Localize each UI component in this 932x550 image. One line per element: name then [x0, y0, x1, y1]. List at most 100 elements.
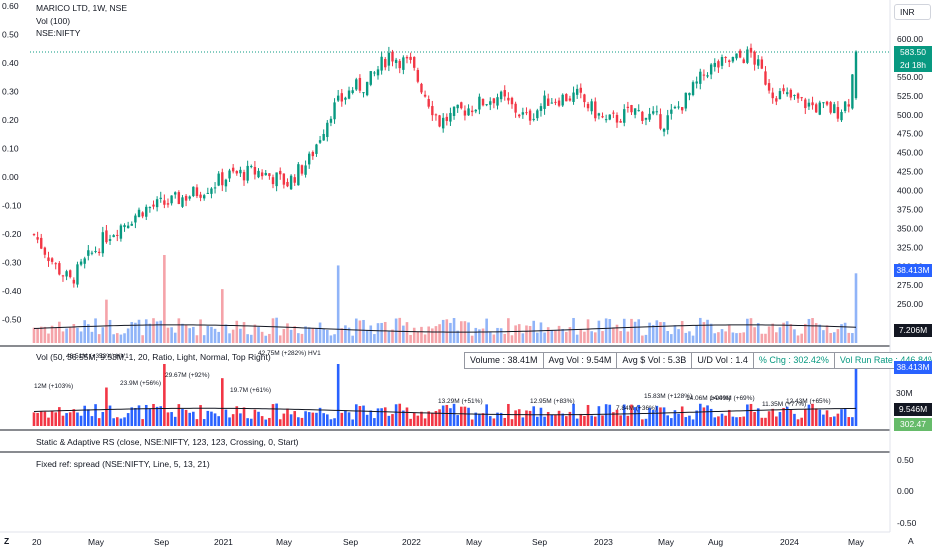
- volume-bar: [796, 335, 800, 343]
- volume-bar: [829, 332, 832, 343]
- candle-body: [840, 112, 843, 121]
- time-axis-label: 2021: [214, 537, 233, 547]
- candle-body: [329, 118, 333, 123]
- volume-pane-bar: [199, 405, 202, 426]
- volume-bar: [507, 318, 510, 343]
- volume-bar: [220, 289, 224, 343]
- volume-bar: [666, 331, 670, 343]
- volume-pane-bar: [796, 419, 800, 426]
- candle-body: [126, 225, 130, 229]
- candle-body: [854, 51, 858, 99]
- volume-bar: [604, 318, 608, 343]
- candle-body: [485, 104, 488, 106]
- volume-bar: [615, 324, 619, 343]
- candle-body: [304, 165, 307, 175]
- volume-pane-bar: [126, 413, 130, 426]
- volume-bar: [630, 318, 633, 343]
- candle-body: [731, 56, 735, 62]
- candle-body: [108, 239, 112, 241]
- candle-body: [177, 192, 181, 205]
- volume-pane-bar: [633, 407, 637, 426]
- candlesticks[interactable]: [32, 43, 858, 288]
- candle-body: [470, 110, 474, 113]
- volume-pane-bar: [43, 411, 47, 426]
- volume-bar: [807, 318, 811, 343]
- timezone-icon[interactable]: Z: [4, 536, 10, 546]
- volume-pane-bar: [293, 411, 297, 426]
- volume-bar: [684, 332, 688, 343]
- volume-pane-bar: [452, 403, 456, 426]
- volume-bar: [626, 331, 630, 343]
- volume-pane-bar: [253, 409, 257, 426]
- symbol-title[interactable]: MARICO LTD, 1W, NSE: [36, 3, 127, 13]
- volume-bar: [268, 333, 271, 343]
- compare-legend[interactable]: NSE:NIFTY: [36, 28, 81, 38]
- candle-body: [648, 113, 651, 120]
- volume-bar: [742, 332, 746, 343]
- volume-pane-bar: [583, 415, 586, 426]
- volume-pane-bar: [311, 412, 315, 426]
- volume-pane-bar: [72, 409, 76, 426]
- volume-bar: [597, 320, 601, 343]
- right-axis-tick: 525.00: [897, 91, 923, 101]
- vol-legend[interactable]: Vol (100): [36, 16, 71, 26]
- candle-body: [152, 204, 155, 207]
- volume-pane-bar: [141, 419, 144, 426]
- candle-body: [633, 108, 637, 115]
- volume-pane-bar: [409, 418, 412, 426]
- candle-body: [250, 166, 253, 168]
- candle-body: [166, 203, 170, 205]
- vol-pane-legend[interactable]: Vol (50, 36.55M, 9.53M, 1, 20, Ratio, Li…: [36, 352, 271, 362]
- candle-body: [785, 92, 789, 95]
- volume-bar: [130, 322, 134, 343]
- volume-bar: [318, 322, 322, 343]
- volume-pane-bar: [144, 404, 148, 426]
- volume-pane-bar: [539, 407, 543, 426]
- candle-body: [499, 91, 503, 100]
- time-axis-label: Sep: [343, 537, 358, 547]
- candle-body: [503, 90, 506, 97]
- volume-badge: 38.413M: [894, 264, 932, 277]
- volume-pane-bar: [488, 416, 492, 426]
- candle-body: [518, 114, 521, 117]
- rs-legend[interactable]: Static & Adaptive RS (close, NSE:NIFTY, …: [36, 437, 299, 447]
- volume-pane-bar: [61, 415, 65, 426]
- volume-bar: [648, 322, 651, 343]
- volume-pane-bar: [206, 410, 210, 426]
- volume-bar: [738, 332, 742, 343]
- volume-pane-bar: [228, 417, 231, 426]
- volume-pane-bar: [691, 419, 695, 426]
- volume-pane-bar: [333, 418, 336, 426]
- volume-bar: [659, 322, 662, 343]
- candle-body: [771, 92, 774, 99]
- volume-bar: [633, 321, 637, 343]
- volume-pane-bar: [380, 408, 383, 426]
- volume-bar: [854, 273, 858, 343]
- candle-body: [561, 94, 564, 106]
- volume-bar: [87, 324, 90, 343]
- volume-stats-bar: Volume : 38.41M Avg Vol : 9.54M Avg $ Vo…: [464, 352, 932, 369]
- candle-body: [257, 170, 260, 178]
- volume-pane-bar: [97, 418, 101, 426]
- candle-body: [58, 263, 61, 275]
- volume-bar: [340, 328, 344, 343]
- currency-button[interactable]: INR: [894, 4, 931, 20]
- volume-bar: [152, 318, 155, 343]
- volume-pane-bar: [590, 415, 593, 426]
- scale-auto-icon[interactable]: A: [908, 536, 914, 546]
- volume-bar: [720, 329, 724, 343]
- candle-body: [724, 57, 727, 59]
- candle-body: [69, 270, 72, 278]
- volume-pane-bar: [431, 413, 434, 426]
- candle-body: [720, 57, 724, 66]
- spread-legend[interactable]: Fixed ref: spread (NSE:NIFTY, Line, 5, 1…: [36, 459, 210, 469]
- candle-body: [282, 173, 286, 185]
- spread-axis-tick: 0.00: [897, 486, 914, 496]
- candle-body: [441, 117, 445, 129]
- volume-bar: [706, 319, 709, 343]
- volume-pane-bar: [832, 416, 836, 426]
- candle-body: [680, 107, 684, 111]
- volume-bar: [32, 327, 36, 343]
- volume-pane-bar: [210, 411, 213, 426]
